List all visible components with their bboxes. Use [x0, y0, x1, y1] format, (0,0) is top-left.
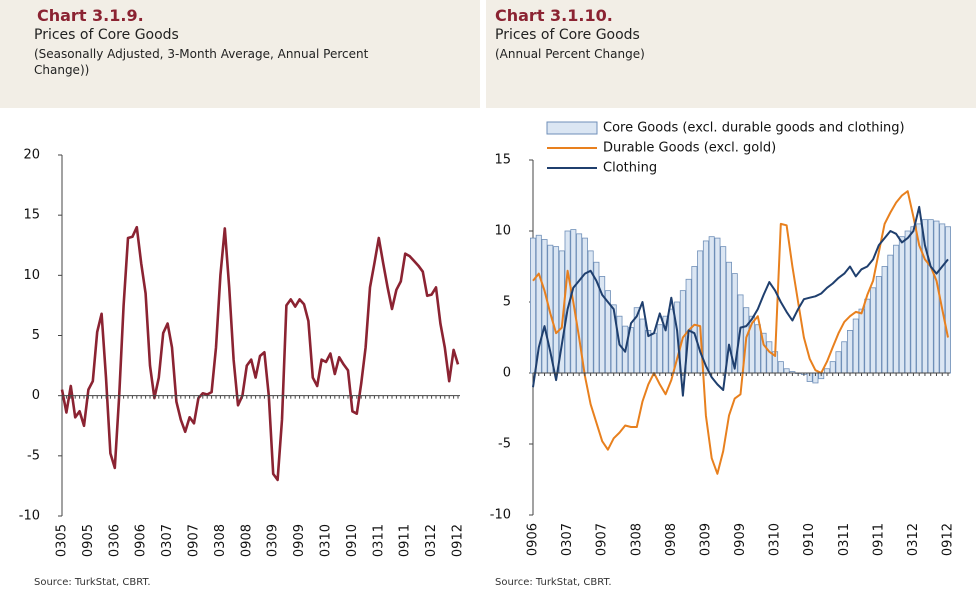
bar — [881, 266, 888, 374]
x-tick-label: 0907 — [595, 523, 610, 556]
bar — [875, 276, 882, 374]
bar — [777, 361, 784, 374]
bar — [898, 236, 905, 374]
y-tick-label: 15 — [494, 153, 511, 168]
bar — [835, 351, 842, 374]
bar — [829, 361, 836, 374]
y-tick-label: 5 — [503, 295, 511, 310]
y-tick-label: 10 — [23, 268, 40, 283]
bar — [656, 324, 663, 374]
x-tick-label: 0310 — [768, 523, 783, 556]
legend-swatch — [546, 121, 598, 135]
bar — [945, 226, 951, 374]
bar — [847, 329, 854, 374]
x-tick-label: 0312 — [906, 523, 921, 556]
chart-number: Chart 3.1.9. — [37, 6, 144, 25]
legend-label: Durable Goods (excl. gold) — [603, 141, 776, 156]
y-tick-label: -5 — [27, 448, 40, 463]
bar — [887, 254, 894, 374]
y-tick-label: 15 — [23, 208, 40, 223]
bar — [927, 219, 934, 374]
bar — [910, 226, 917, 374]
bar — [754, 324, 761, 374]
bar — [841, 341, 848, 374]
y-tick-label: -5 — [498, 437, 511, 452]
bar — [893, 244, 900, 374]
y-tick-label: 0 — [32, 388, 40, 403]
bar — [702, 240, 709, 374]
bar — [679, 290, 686, 374]
y-tick-label: 5 — [32, 328, 40, 343]
x-tick-label: 0311 — [371, 524, 386, 557]
line — [532, 190, 949, 475]
header-band — [486, 0, 976, 108]
x-tick-label: 0309 — [266, 524, 281, 557]
bar — [581, 237, 588, 374]
x-tick-label: 0308 — [629, 523, 644, 556]
source: Source: TurkStat, CBRT. — [34, 577, 151, 588]
x-tick-label: 0908 — [239, 524, 254, 557]
chart-number: Chart 3.1.10. — [495, 6, 613, 25]
x-tick-label: 0312 — [424, 524, 439, 557]
x-tick-label: 0911 — [398, 524, 413, 557]
x-tick-label: 0910 — [802, 523, 817, 556]
x-tick-label: 0906 — [134, 524, 149, 557]
x-tick-label: 0307 — [160, 524, 175, 557]
bar — [668, 308, 675, 374]
bar — [553, 246, 560, 374]
bar — [530, 237, 536, 374]
bar — [714, 237, 721, 374]
bar — [720, 246, 727, 374]
x-tick-label: 0305 — [55, 524, 70, 557]
x-tick-label: 0909 — [292, 524, 307, 557]
legend-label: Core Goods (excl. durable goods and clot… — [603, 121, 905, 136]
x-tick-label: 0906 — [526, 523, 541, 556]
x-tick-label: 0306 — [107, 524, 122, 557]
x-tick-label: 0908 — [664, 523, 679, 556]
bar — [870, 287, 877, 374]
x-tick-label: 0910 — [345, 524, 360, 557]
y-tick-label: 10 — [494, 224, 511, 239]
x-tick-label: 0911 — [871, 523, 886, 556]
bar — [708, 236, 715, 374]
x-tick-label: 0307 — [560, 523, 575, 556]
bar — [864, 298, 871, 374]
x-tick-label: 0909 — [733, 523, 748, 556]
line — [60, 225, 460, 482]
y-tick-label: -10 — [490, 508, 511, 523]
y-tick-label: 0 — [503, 366, 511, 381]
y-tick-label: -10 — [19, 509, 40, 524]
chart-title: Prices of Core Goods — [34, 27, 179, 43]
chart-title: Prices of Core Goods — [495, 27, 640, 43]
x-tick-label: 0310 — [319, 524, 334, 557]
bar — [852, 318, 859, 374]
x-tick-label: 0308 — [213, 524, 228, 557]
bar — [639, 318, 646, 374]
legend-label: Clothing — [603, 161, 657, 176]
bar — [651, 332, 658, 374]
bar — [904, 230, 911, 374]
x-tick-label: 0912 — [941, 523, 956, 556]
y-tick-label: 20 — [23, 148, 40, 163]
line — [532, 205, 949, 397]
bar — [766, 341, 773, 374]
chart-subtitle: (Seasonally Adjusted, 3-Month Average, A… — [34, 47, 369, 77]
chart-subtitle: (Annual Percent Change) — [495, 47, 645, 61]
x-tick-label: 0309 — [698, 523, 713, 556]
bar — [691, 266, 698, 374]
x-tick-label: 0912 — [451, 524, 466, 557]
bar — [858, 308, 865, 374]
source: Source: TurkStat, CBRT. — [495, 577, 612, 588]
bar — [541, 239, 548, 374]
bar — [933, 220, 940, 374]
bar — [823, 368, 830, 374]
header-band — [0, 0, 480, 108]
x-tick-label: 0907 — [187, 524, 202, 557]
bar — [587, 250, 594, 374]
x-tick-label: 0905 — [81, 524, 96, 557]
bar — [783, 368, 790, 374]
x-tick-label: 0311 — [837, 523, 852, 556]
